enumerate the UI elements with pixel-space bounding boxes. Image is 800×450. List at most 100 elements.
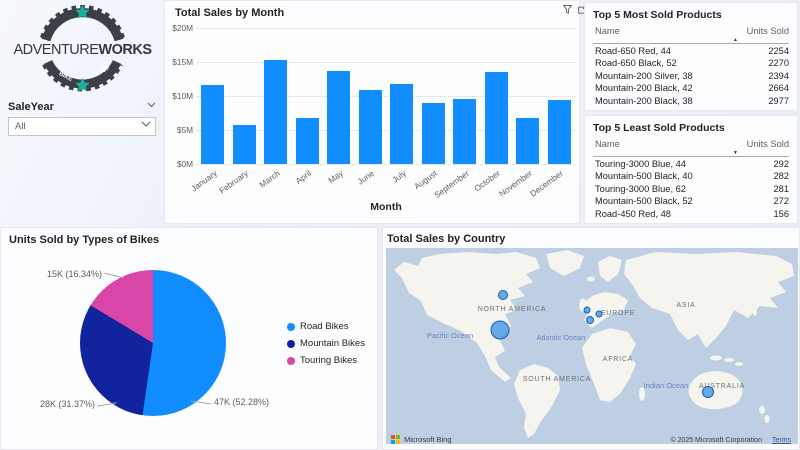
table-row[interactable]: Road-650 Black, 52 2270: [593, 57, 789, 69]
units-sold-value: 2270: [768, 58, 789, 69]
table-header: Name Units Sold: [593, 26, 789, 40]
top5-least-sold-visual: Top 5 Least Sold Products Name Units Sol…: [584, 115, 798, 224]
units-sold-value: 2254: [768, 46, 789, 56]
table-row[interactable]: Touring-3000 Blue, 62 281: [593, 183, 789, 195]
map-landmasses: [394, 250, 794, 438]
logo-star-top-icon: [75, 5, 90, 19]
table-row[interactable]: Mountain-500 Black, 40 282: [593, 170, 789, 182]
gridline: [197, 62, 575, 63]
map-title: Total Sales by Country: [387, 233, 506, 245]
map-attribution-brand: Microsoft Bing: [391, 435, 452, 444]
bar-february[interactable]: [232, 124, 256, 164]
filter-icon[interactable]: [562, 4, 573, 15]
table-row[interactable]: Road-450 Red, 48 156: [593, 208, 789, 220]
sort-descending-icon[interactable]: ▼: [733, 150, 738, 156]
sales-bubble-united-states[interactable]: [490, 320, 510, 340]
map-label-europe: EUROPE: [601, 310, 635, 317]
logo-gears-icon: BIKE SHOP ADVENTUREWORKS: [13, 4, 153, 92]
bar-chart-x-axis-title: Month: [370, 201, 402, 213]
column-header-name[interactable]: Name: [595, 26, 620, 36]
table-row[interactable]: Mountain-500 Black, 52 272: [593, 195, 789, 207]
logo-wordmark: ADVENTUREWORKS: [13, 42, 152, 58]
legend-dot-icon: [287, 339, 295, 348]
product-name: Mountain-500 Black, 52: [595, 196, 693, 207]
logo-star-bottom-icon: [75, 78, 90, 92]
map-label-australia: AUSTRALIA: [699, 383, 745, 390]
pie-label-mountain: 28K (31.37%): [39, 399, 95, 409]
column-header-name[interactable]: Name: [595, 139, 620, 149]
map-label-atlantic-ocean: Atlantic Ocean: [537, 333, 586, 342]
table-row[interactable]: Mountain-200 Black, 38 2977: [593, 95, 789, 107]
bar-july[interactable]: [390, 84, 414, 164]
total-sales-by-country-visual: Total Sales by Country: [382, 227, 800, 450]
bar-april[interactable]: [295, 117, 319, 164]
legend-label: Mountain Bikes: [300, 338, 365, 349]
sales-bubble-australia[interactable]: [702, 386, 714, 398]
product-name: Touring-3000 Blue, 62: [595, 183, 686, 194]
bar-chart-title: Total Sales by Month: [175, 7, 285, 19]
y-axis-tick-label: $0M: [176, 159, 193, 169]
bar-may[interactable]: [327, 70, 351, 164]
product-name: Road-650 Black, 52: [595, 58, 677, 69]
column-header-units-sold[interactable]: Units Sold: [746, 139, 789, 149]
legend-item[interactable]: Touring Bikes: [287, 352, 365, 369]
bar-october[interactable]: [484, 72, 508, 164]
column-header-units-sold[interactable]: Units Sold: [746, 26, 789, 36]
sales-bubble-france[interactable]: [586, 316, 594, 324]
terms-link[interactable]: Terms: [771, 437, 791, 444]
bar-march[interactable]: [264, 59, 288, 164]
map-label-asia: ASIA: [676, 302, 695, 309]
bing-attribution-text: Microsoft Bing: [404, 435, 452, 444]
product-name: Mountain-200 Black, 38: [595, 95, 693, 106]
map-label-north-america: NORTH AMERICA: [478, 306, 547, 313]
map-bubbles: [490, 290, 714, 398]
legend-item[interactable]: Mountain Bikes: [287, 335, 365, 352]
units-sold-value: 281: [773, 183, 789, 194]
table-row[interactable]: Mountain-200 Silver, 38 2394: [593, 70, 789, 82]
legend-item[interactable]: Road Bikes: [287, 318, 365, 335]
bar-november[interactable]: [516, 118, 540, 164]
world-map[interactable]: NORTH AMERICA Pacific Ocean Atlantic Ocean…: [386, 248, 798, 444]
chevron-down-icon[interactable]: [147, 102, 156, 108]
sales-bubble-canada[interactable]: [498, 290, 508, 300]
sales-bubble-germany[interactable]: [595, 310, 603, 318]
units-sold-by-bike-type-visual: Units Sold by Types of Bikes 15K (16.34%…: [0, 227, 378, 450]
table-row[interactable]: Mountain-200 Black, 42 2664: [593, 82, 789, 94]
bar-january[interactable]: [201, 85, 225, 164]
sort-ascending-icon[interactable]: ▲: [733, 37, 738, 43]
units-sold-value: 2664: [768, 83, 789, 94]
chevron-down-icon[interactable]: [141, 121, 151, 128]
product-name: Mountain-500 Black, 40: [595, 171, 693, 182]
map-label-indian-ocean: Indian Ocean: [644, 381, 689, 390]
table-row[interactable]: Touring-3000 Blue, 44 292: [593, 158, 789, 170]
bar-june[interactable]: [358, 89, 382, 164]
y-axis-tick-label: $20M: [172, 23, 193, 33]
units-sold-value: 2394: [768, 70, 789, 81]
bar-december[interactable]: [547, 100, 571, 164]
gridline: [197, 28, 575, 29]
table-row[interactable]: Road-650 Red, 44 2254: [593, 45, 789, 57]
product-name: Mountain-200 Silver, 38: [595, 70, 693, 81]
top5-most-sold-visual: Top 5 Most Sold Products Name Units Sold…: [584, 2, 798, 111]
gridline: [197, 130, 575, 131]
y-axis-tick-label: $15M: [172, 57, 193, 67]
pie-label-road: 47K (52.28%): [214, 397, 270, 407]
saleyear-dropdown-value: All: [15, 121, 26, 132]
bar-september[interactable]: [453, 98, 477, 164]
sales-bubble-united-kingdom[interactable]: [583, 306, 591, 314]
table-body: Road-650 Red, 44 2254 Road-650 Black, 52 22…: [593, 45, 789, 107]
bar-august[interactable]: [421, 102, 445, 164]
map-label-south-america: SOUTH AMERICA: [523, 376, 591, 383]
gridline: [197, 96, 575, 97]
microsoft-logo-icon: [391, 435, 400, 444]
pie-legend: Road Bikes Mountain Bikes Touring Bikes: [287, 318, 365, 369]
callout-line: [104, 272, 124, 279]
units-sold-value: 2977: [768, 95, 789, 106]
pie-chart[interactable]: [80, 270, 226, 416]
legend-dot-icon: [287, 356, 295, 365]
table-body: Touring-3000 Blue, 44 292 Mountain-500 Bla…: [593, 158, 789, 220]
table-title: Top 5 Most Sold Products: [593, 9, 722, 21]
saleyear-dropdown[interactable]: All: [8, 117, 156, 136]
legend-label: Road Bikes: [300, 321, 349, 332]
y-axis-tick-label: $10M: [172, 91, 193, 101]
